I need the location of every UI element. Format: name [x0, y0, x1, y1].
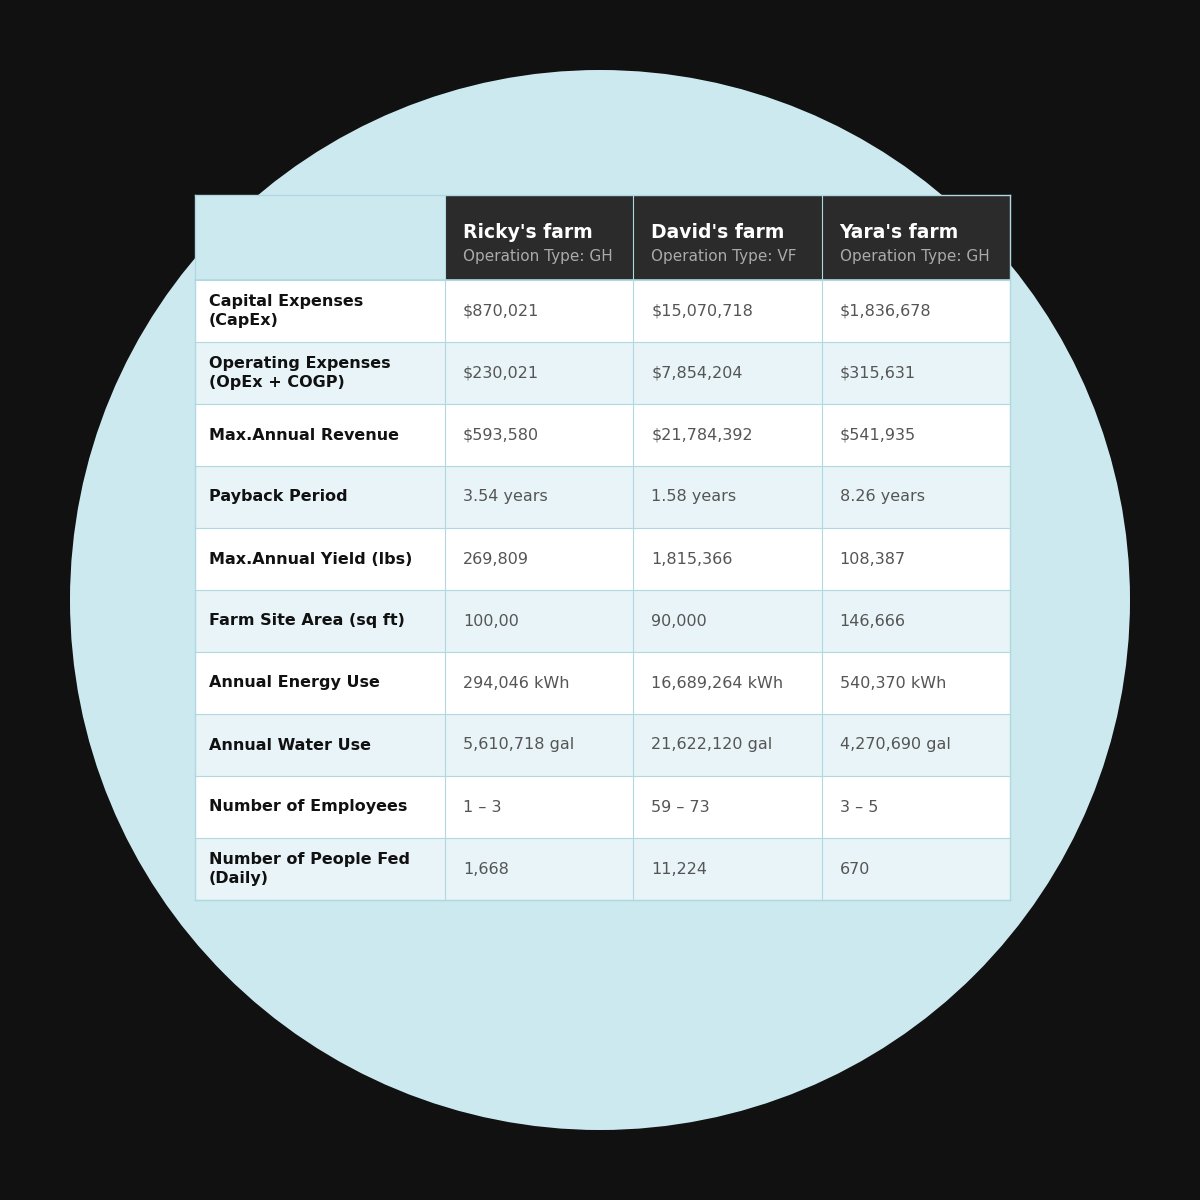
Text: Payback Period: Payback Period: [209, 490, 348, 504]
Text: 90,000: 90,000: [652, 613, 707, 629]
Text: 5,610,718 gal: 5,610,718 gal: [463, 738, 575, 752]
Text: 21,622,120 gal: 21,622,120 gal: [652, 738, 773, 752]
Text: $21,784,392: $21,784,392: [652, 427, 752, 443]
Text: 3 – 5: 3 – 5: [840, 799, 878, 815]
Text: Number of People Fed
(Daily): Number of People Fed (Daily): [209, 852, 410, 886]
Text: $593,580: $593,580: [463, 427, 539, 443]
Bar: [194, 776, 1010, 838]
Text: 1 – 3: 1 – 3: [463, 799, 502, 815]
Text: Max.Annual Yield (lbs): Max.Annual Yield (lbs): [209, 552, 413, 566]
Text: 540,370 kWh: 540,370 kWh: [840, 676, 946, 690]
Text: Capital Expenses
(CapEx): Capital Expenses (CapEx): [209, 294, 364, 328]
Text: 16,689,264 kWh: 16,689,264 kWh: [652, 676, 784, 690]
Text: Max.Annual Revenue: Max.Annual Revenue: [209, 427, 398, 443]
Text: Annual Energy Use: Annual Energy Use: [209, 676, 380, 690]
Bar: [194, 194, 445, 280]
Bar: [194, 838, 1010, 900]
Bar: [194, 342, 1010, 404]
Text: 108,387: 108,387: [840, 552, 906, 566]
Text: Number of Employees: Number of Employees: [209, 799, 407, 815]
Text: $315,631: $315,631: [840, 366, 916, 380]
Text: 11,224: 11,224: [652, 862, 707, 876]
Text: $541,935: $541,935: [840, 427, 916, 443]
Bar: [194, 404, 1010, 466]
Text: 1.58 years: 1.58 years: [652, 490, 737, 504]
Text: Farm Site Area (sq ft): Farm Site Area (sq ft): [209, 613, 404, 629]
Circle shape: [70, 70, 1130, 1130]
Text: $1,836,678: $1,836,678: [840, 304, 931, 318]
Text: $230,021: $230,021: [463, 366, 539, 380]
Text: Operating Expenses
(OpEx + COGP): Operating Expenses (OpEx + COGP): [209, 356, 391, 390]
Text: David's farm: David's farm: [652, 223, 785, 242]
Text: $870,021: $870,021: [463, 304, 539, 318]
Bar: [194, 652, 1010, 714]
Text: 59 – 73: 59 – 73: [652, 799, 710, 815]
Text: Operation Type: VF: Operation Type: VF: [652, 248, 797, 264]
Text: 4,270,690 gal: 4,270,690 gal: [840, 738, 950, 752]
Text: Ricky's farm: Ricky's farm: [463, 223, 593, 242]
Text: 8.26 years: 8.26 years: [840, 490, 925, 504]
Text: Annual Water Use: Annual Water Use: [209, 738, 371, 752]
Text: Operation Type: GH: Operation Type: GH: [840, 248, 990, 264]
Bar: [194, 194, 1010, 280]
Text: 269,809: 269,809: [463, 552, 529, 566]
Text: 1,815,366: 1,815,366: [652, 552, 733, 566]
Text: 1,668: 1,668: [463, 862, 509, 876]
Bar: [194, 528, 1010, 590]
Text: $7,854,204: $7,854,204: [652, 366, 743, 380]
Bar: [194, 280, 1010, 342]
Bar: [194, 590, 1010, 652]
Text: 146,666: 146,666: [840, 613, 906, 629]
Text: Operation Type: GH: Operation Type: GH: [463, 248, 613, 264]
Text: 3.54 years: 3.54 years: [463, 490, 547, 504]
Text: 100,00: 100,00: [463, 613, 518, 629]
Text: 294,046 kWh: 294,046 kWh: [463, 676, 570, 690]
Bar: [194, 466, 1010, 528]
Text: 670: 670: [840, 862, 870, 876]
Bar: [194, 714, 1010, 776]
Text: Yara's farm: Yara's farm: [840, 223, 959, 242]
Text: $15,070,718: $15,070,718: [652, 304, 754, 318]
